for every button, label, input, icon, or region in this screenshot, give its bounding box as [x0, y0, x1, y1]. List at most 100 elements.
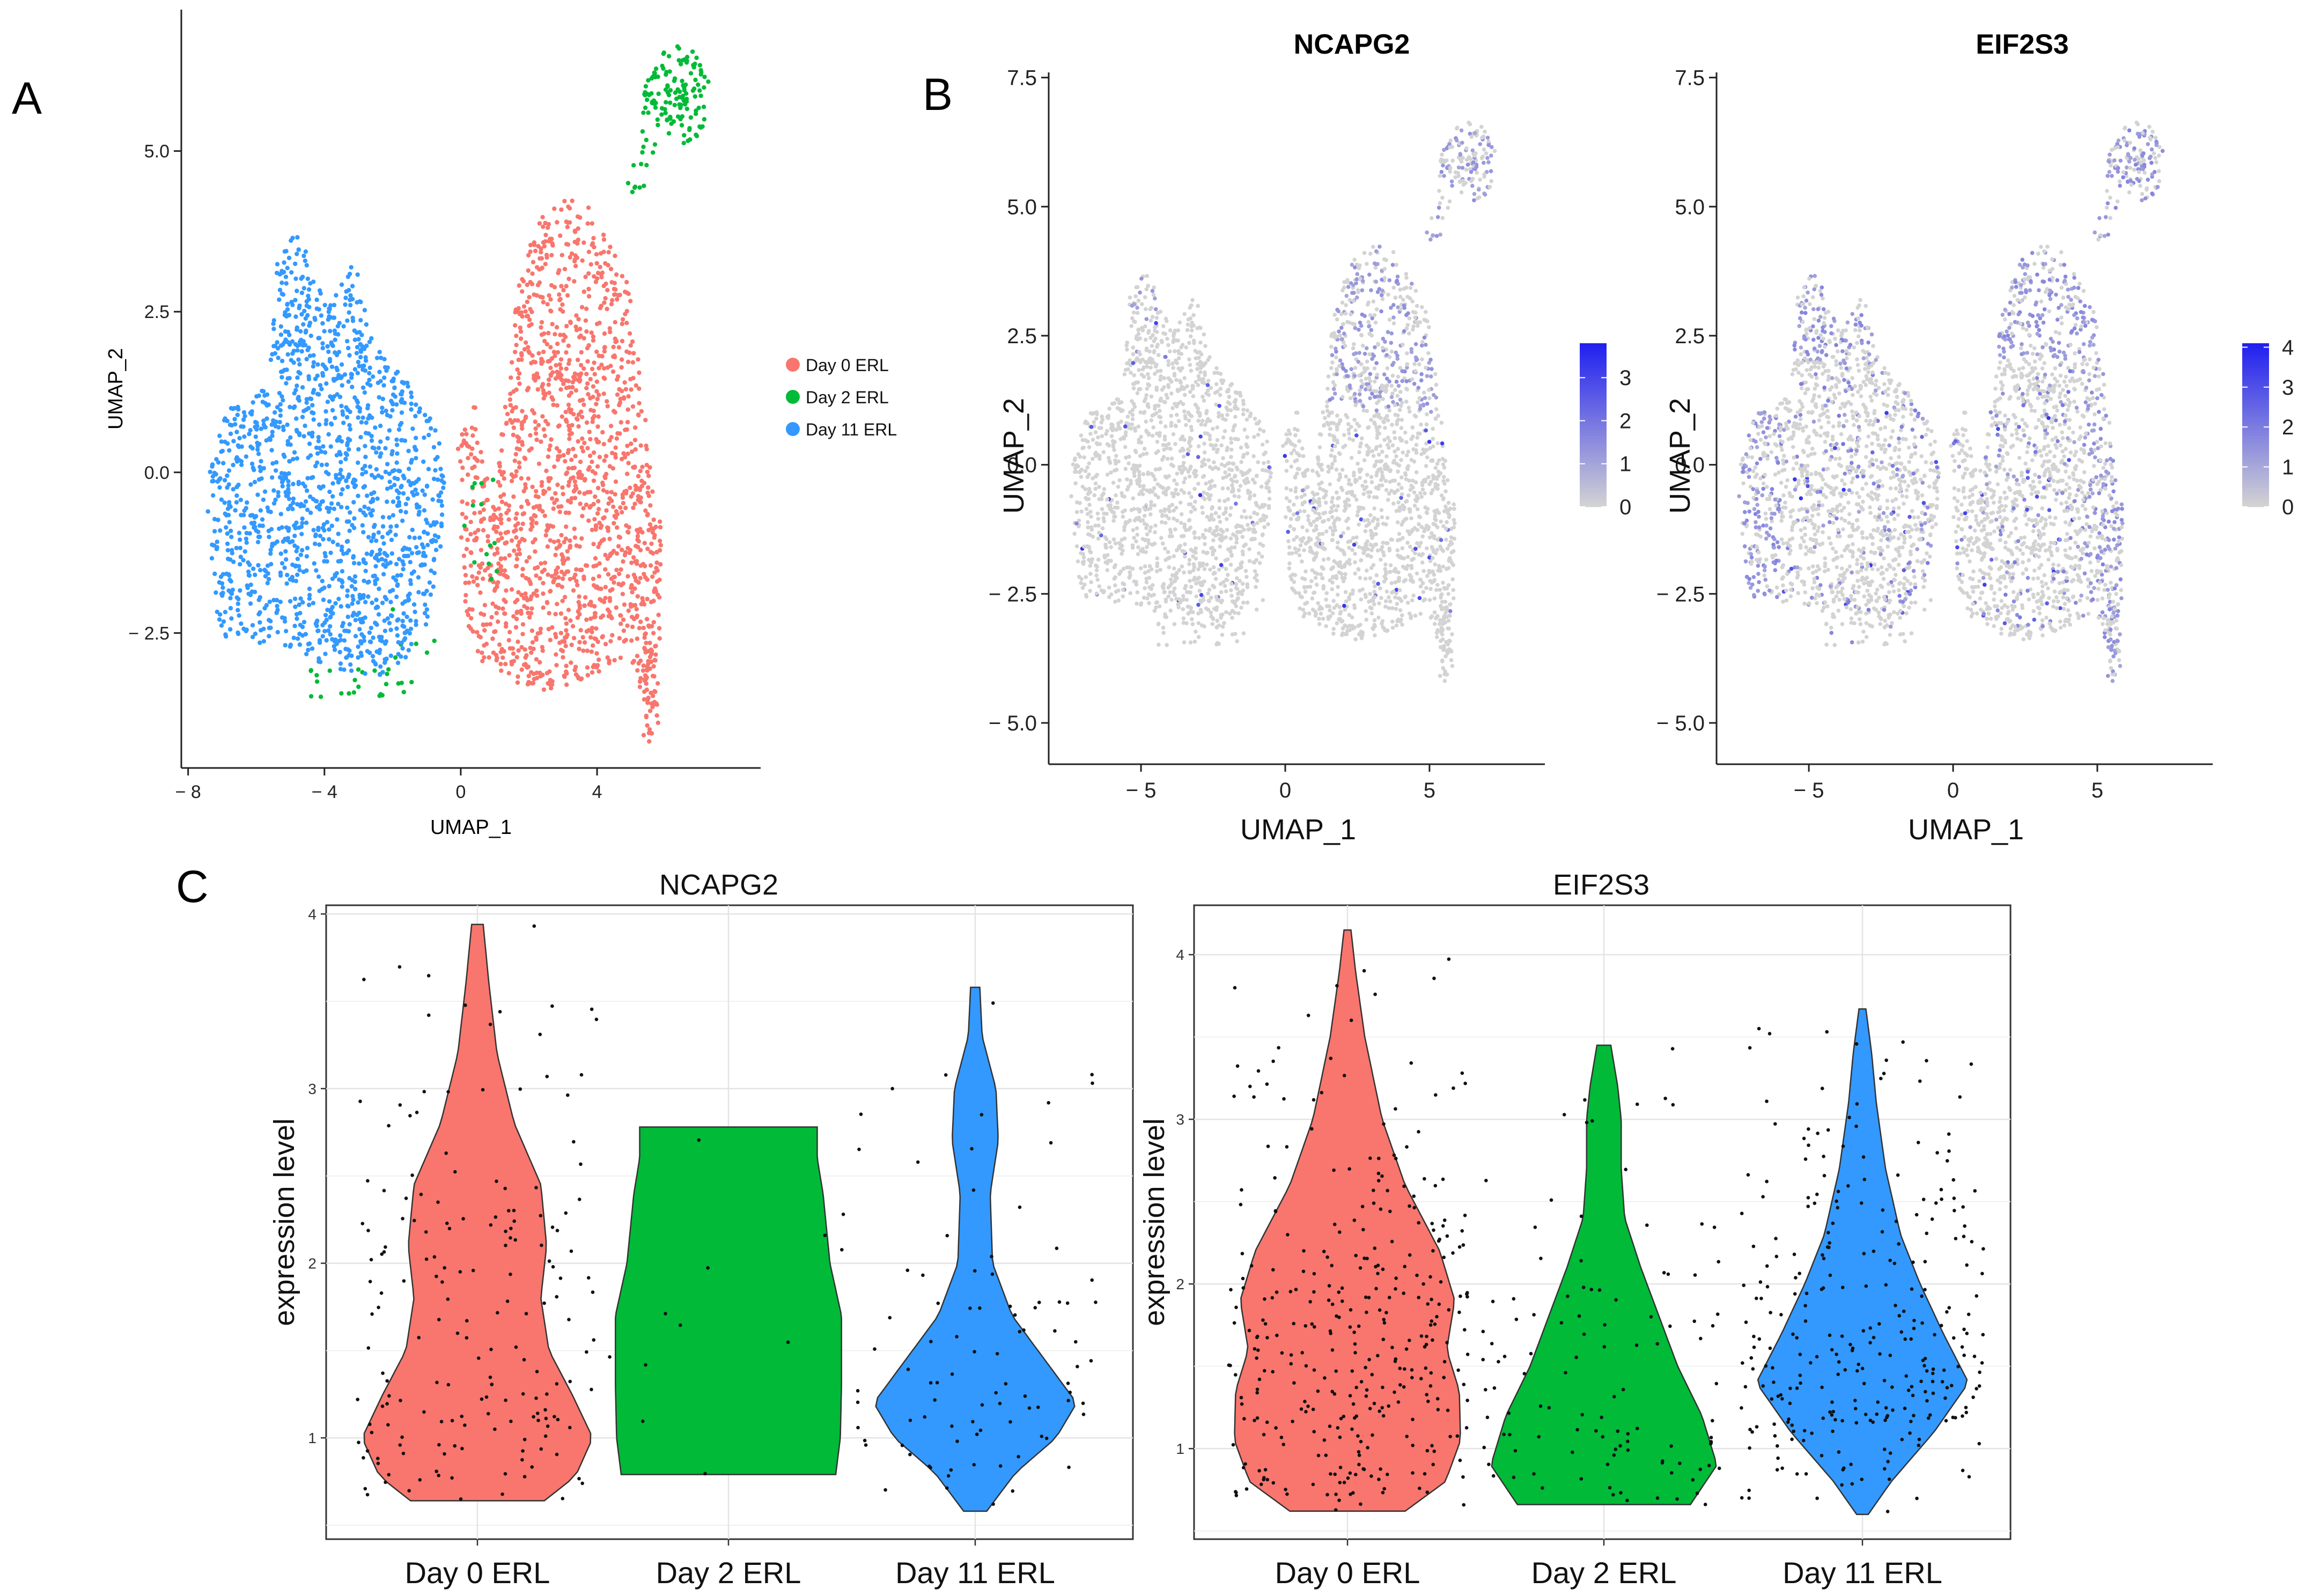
- ncapg2-umap-point: [1379, 596, 1383, 600]
- umap-a-point: [566, 608, 571, 612]
- umap-a-point: [257, 640, 262, 645]
- umap-a-point: [403, 509, 408, 515]
- ncapg2-umap-point: [1469, 169, 1474, 174]
- umap-a-point: [349, 668, 354, 673]
- ncapg2-umap-point: [1335, 307, 1339, 312]
- umap-a-point: [306, 287, 312, 292]
- ncapg2-umap-point: [1295, 451, 1299, 455]
- ncapg2-umap-point: [1361, 506, 1366, 511]
- umap-a-point: [588, 635, 593, 640]
- umap-a-point: [605, 525, 610, 530]
- umap-a-point: [307, 602, 312, 608]
- umap-a-point: [519, 645, 524, 650]
- umap-a-point: [360, 471, 365, 477]
- umap-a-point: [555, 482, 560, 487]
- umap-a-point: [359, 332, 364, 337]
- umap-a-point: [212, 571, 217, 577]
- umap-a-point: [484, 498, 489, 503]
- umap-a-point: [409, 571, 415, 576]
- umap-a-point: [358, 348, 363, 353]
- umap-a-point: [555, 602, 559, 607]
- umap-a-point: [370, 600, 374, 605]
- ncapg2-umap-point: [1428, 237, 1433, 242]
- umap-a-point: [409, 394, 414, 400]
- ncapg2-umap-point: [1344, 506, 1348, 511]
- umap-a-point: [469, 616, 474, 621]
- umap-a-point: [529, 516, 534, 521]
- umap-a-point: [526, 386, 531, 390]
- umap-a-point: [384, 368, 389, 373]
- ncapg2-umap-point: [1439, 519, 1443, 524]
- ncapg2-umap-title: NCAPG2: [1294, 29, 1410, 60]
- umap-a-point: [278, 512, 283, 516]
- umap-a-point: [686, 138, 690, 143]
- umap-a-point: [640, 596, 645, 601]
- umap-a-point: [625, 452, 630, 456]
- ncapg2-umap-point: [1439, 420, 1444, 425]
- ncapg2-umap-point: [1404, 477, 1409, 482]
- umap-a-point: [548, 345, 553, 350]
- umap-a-point: [530, 640, 535, 645]
- umap-a-point: [297, 602, 301, 607]
- umap-a-point: [246, 592, 251, 596]
- ncapg2-umap-point: [1439, 159, 1443, 164]
- umap-a-point: [414, 641, 418, 646]
- umap-a-point: [370, 497, 375, 501]
- umap-a-point: [531, 260, 536, 264]
- ncapg2-umap-point: [1387, 278, 1391, 283]
- umap-a-point: [306, 405, 311, 411]
- umap-a-point: [439, 473, 444, 478]
- umap-a-point: [413, 487, 418, 492]
- umap-a-point: [275, 340, 279, 345]
- umap-a-point: [227, 448, 232, 453]
- umap-a-point: [566, 448, 571, 453]
- umap-a-point: [559, 585, 565, 589]
- ncapg2-umap-point: [1335, 427, 1339, 432]
- umap-a-point: [624, 427, 629, 432]
- ncapg2-umap-point: [1487, 184, 1492, 189]
- ncapg2-umap-point: [1413, 415, 1418, 419]
- umap-a-point: [401, 567, 406, 572]
- umap-a-point: [337, 394, 343, 400]
- umap-a-point: [416, 477, 421, 482]
- ncapg2-umap-point: [1441, 479, 1446, 483]
- umap-a-point: [499, 448, 504, 453]
- ncapg2-umap-point: [1420, 357, 1424, 361]
- ncapg2-umap-point: [1292, 503, 1296, 507]
- umap-a-point: [348, 302, 353, 308]
- umap-a-point: [288, 404, 292, 410]
- umap-a-point: [586, 392, 591, 397]
- ncapg2-umap-point: [1386, 404, 1391, 409]
- umap-a-point: [585, 359, 590, 364]
- umap-a-point: [431, 584, 436, 589]
- ncapg2-umap-point: [1182, 640, 1187, 645]
- ncapg2-umap-point: [1288, 488, 1293, 492]
- umap-a-point: [338, 604, 343, 609]
- umap-a-point: [394, 437, 399, 442]
- umap-a-point: [344, 655, 349, 660]
- umap-a-point: [594, 379, 600, 384]
- ncapg2-umap-point: [1321, 511, 1325, 515]
- umap-a-point: [597, 455, 602, 460]
- ncapg2-umap-point: [1343, 590, 1348, 594]
- ncapg2-umap-point: [1287, 551, 1292, 556]
- ncapg2-umap-point: [1419, 422, 1423, 427]
- umap-a-point: [487, 655, 491, 660]
- umap-a-point: [630, 339, 635, 344]
- umap-a-point: [576, 317, 581, 322]
- umap-a-point: [253, 419, 258, 425]
- umap-a-point: [594, 402, 599, 407]
- ncapg2-umap-point: [1444, 672, 1449, 677]
- umap-a-point: [358, 508, 363, 513]
- umap-a-point: [635, 594, 640, 599]
- umap-a-point: [591, 416, 595, 421]
- ncapg2-umap-point: [1332, 313, 1337, 317]
- ncapg2-umap-point: [1492, 149, 1497, 153]
- umap-a-point: [307, 305, 312, 309]
- umap-a-point: [382, 618, 387, 623]
- umap-a-point: [489, 577, 494, 581]
- umap-a-point: [306, 647, 311, 653]
- ncapg2-umap-point: [1424, 365, 1428, 370]
- ncapg2-umap-point: [1443, 504, 1448, 509]
- umap-a-point: [497, 461, 502, 466]
